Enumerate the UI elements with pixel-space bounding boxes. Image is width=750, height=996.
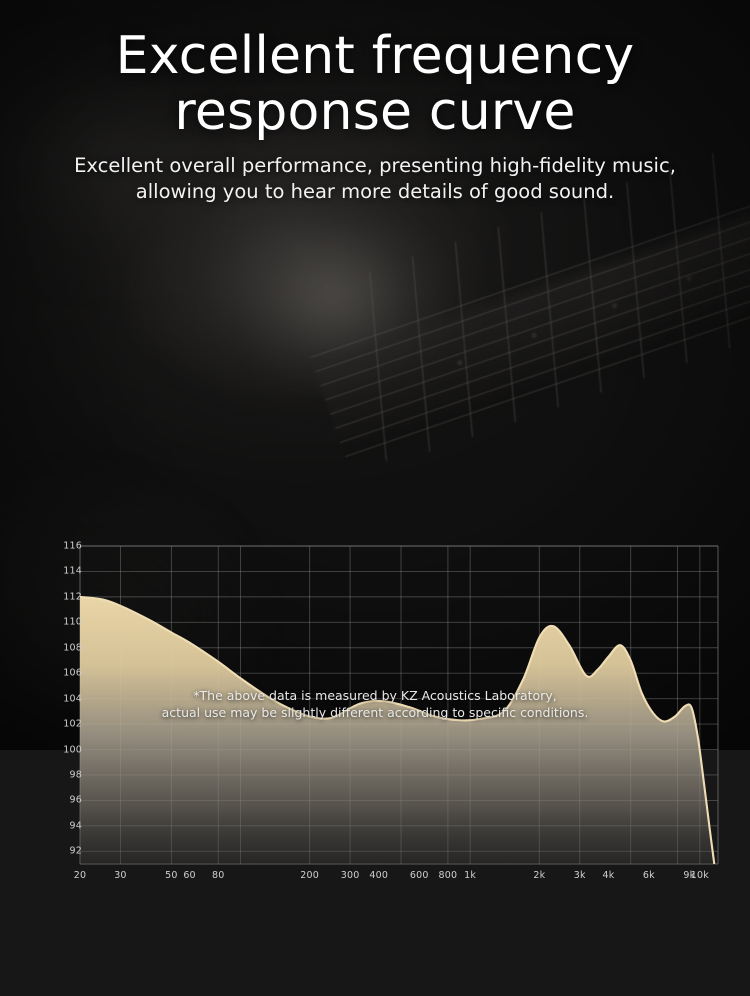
disclaimer-line-2: actual use may be slightly different acc… [161,704,589,720]
x-axis-tick-label: 20 [73,870,87,881]
page-subtitle-line-1: Excellent overall performance, presentin… [74,154,676,178]
x-axis-tick-label: 3k [573,870,586,881]
x-axis-tick-label: 400 [369,870,389,881]
chart-disclaimer: *The above data is measured by KZ Acoust… [0,688,750,722]
page-subtitle: Excellent overall performance, presentin… [0,153,750,204]
x-axis-tick-label: 600 [409,870,429,881]
y-axis-tick-label: 98 [69,769,82,781]
x-axis-tick-label: 200 [300,870,320,881]
y-axis-tick-label: 106 [63,667,82,679]
x-axis-tick-label: 800 [438,870,458,881]
x-axis-tick-label: 6k [642,870,655,881]
y-axis-tick-label: 116 [63,540,82,552]
x-axis-tick-label: 50 [165,870,178,881]
x-axis-tick-label: 60 [183,870,196,881]
y-axis-tick-label: 102 [63,718,82,730]
chart-area-fill [80,596,715,864]
frequency-response-chart: 116 114 112 110 108 106 104 102 100 98 96 94 92 20 30… [0,246,750,881]
x-axis-tick-label: 80 [212,870,225,881]
y-axis-tick-label: 108 [63,642,82,654]
y-axis-tick-label: 94 [69,820,82,832]
x-axis-tick-label: 1k [464,870,477,881]
x-axis-tick-label: 300 [340,870,360,881]
page-title: Excellent frequency response curve [0,28,750,140]
y-axis-tick-label: 114 [63,565,82,577]
y-axis-tick-label: 92 [69,845,82,857]
page-root: Excellent frequency response curve Excel… [0,0,750,881]
y-axis-tick-label: 96 [69,794,82,806]
page-title-line-1: Excellent frequency [115,26,635,86]
x-axis-tick-label: 10k [690,870,709,881]
page-title-line-2: response curve [174,82,576,143]
disclaimer-line-1: *The above data is measured by KZ Acoust… [193,688,557,703]
x-axis-labels: 20 30 50 60 80 200 300 400 600 800 1k 2k 3k 4k 6k 9k 10k [0,870,750,884]
y-axis-tick-label: 112 [63,591,82,603]
hero-section: Excellent frequency response curve Excel… [0,0,750,204]
y-axis-tick-label: 104 [63,693,82,705]
x-axis-tick-label: 30 [114,870,127,881]
y-axis-tick-label: 110 [63,616,82,628]
x-axis-tick-label: 2k [533,870,546,881]
chart-curve-line [80,595,716,864]
x-axis-tick-label: 4k [602,870,615,881]
page-subtitle-line-2: allowing you to hear more details of goo… [135,179,615,203]
